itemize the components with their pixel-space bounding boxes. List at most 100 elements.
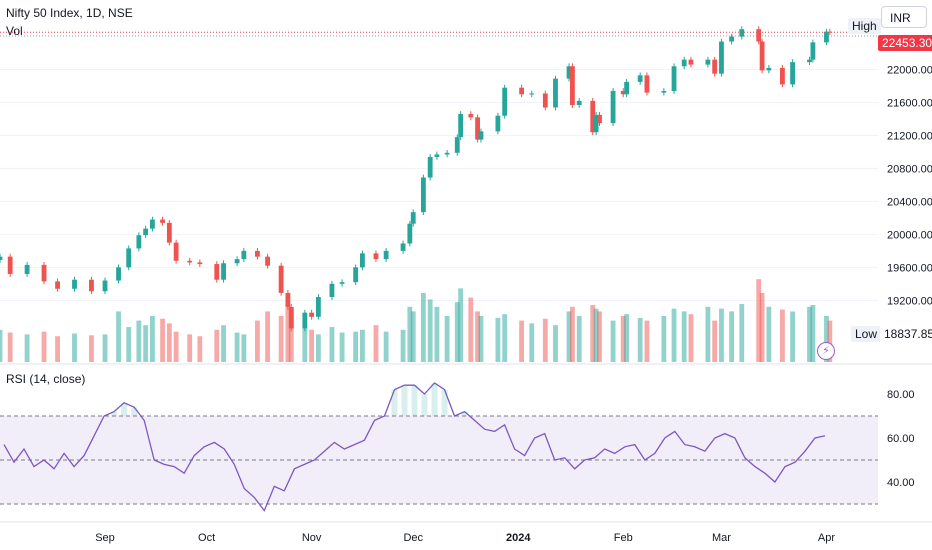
rsi-overbought-fill [401, 385, 408, 416]
candle-body [590, 100, 596, 133]
time-tick-label: Apr [818, 532, 835, 544]
volume-bar [329, 327, 335, 362]
candle-body [458, 114, 464, 138]
volume-bar [566, 311, 572, 362]
candle-body [444, 152, 450, 155]
volume-bar [383, 331, 389, 362]
candle-body [780, 67, 785, 85]
volume-bar [610, 320, 616, 362]
volume-bar [410, 311, 416, 362]
volume-bar [475, 311, 480, 362]
volume-bar [542, 318, 548, 362]
candle-body [116, 267, 121, 281]
volume-bar [373, 325, 379, 362]
volume-bar [553, 325, 558, 362]
candle-body [729, 36, 735, 42]
volume-bar [72, 333, 77, 362]
candle-body [519, 87, 525, 95]
price-tick-label: 21600.00 [887, 98, 932, 110]
volume-label[interactable]: Vol [6, 24, 23, 38]
candle-body [576, 100, 582, 105]
candle-body [454, 137, 460, 153]
candle-body [624, 81, 630, 95]
price-tick-label: 19200.00 [887, 295, 932, 307]
volume-bar [661, 316, 667, 362]
candle-body [55, 281, 60, 289]
volume-bar [241, 334, 247, 362]
rsi-overbought-fill [411, 385, 418, 416]
candle-body [197, 262, 203, 265]
volume-bar [576, 316, 582, 362]
candle-body [553, 78, 558, 108]
candle-body [759, 41, 765, 71]
symbol-title[interactable]: Nifty 50 Index, 1D, NSE [6, 6, 133, 20]
volume-bar [315, 334, 321, 362]
rsi-overbought-fill [111, 411, 118, 416]
volume-bar [339, 332, 345, 362]
low-tag: Low [851, 326, 882, 342]
volume-bar [150, 316, 155, 362]
candle-body [807, 59, 812, 63]
volume-bar [759, 293, 765, 362]
volume-bar [756, 279, 762, 362]
volume-bar [265, 311, 270, 362]
rsi-overbought-fill [441, 389, 448, 416]
volume-bar [688, 314, 694, 362]
price-tick-label: 20800.00 [887, 163, 932, 175]
candle-body [766, 67, 772, 71]
candle-body [719, 41, 724, 74]
volume-bar [102, 334, 108, 362]
candle-body [241, 250, 247, 260]
price-tick-label: 19600.00 [887, 262, 932, 274]
candle-body [827, 31, 833, 33]
time-tick-label: Nov [302, 532, 322, 544]
candle-body [810, 42, 816, 60]
volume-bar [468, 297, 474, 362]
volume-bar [126, 327, 132, 362]
price-tick-label: 21200.00 [887, 130, 932, 142]
candle-body [593, 114, 599, 133]
time-tick-label: Mar [712, 532, 731, 544]
lightning-icon[interactable]: ⚡ [817, 342, 835, 360]
candle-body [373, 253, 379, 260]
currency-selector[interactable]: INR [881, 6, 927, 28]
candle-body [126, 248, 132, 268]
volume-bar [41, 331, 47, 362]
candle-body [278, 265, 284, 293]
rsi-tick-label: 80.00 [887, 389, 915, 401]
rsi-label[interactable]: RSI (14, close) [6, 372, 86, 386]
candle-body [353, 267, 359, 283]
candle-body [400, 243, 406, 251]
volume-bar [400, 329, 406, 362]
candle-body [410, 212, 416, 224]
volume-bar [824, 316, 829, 362]
candle-body [187, 260, 193, 263]
volume-bar [729, 311, 735, 362]
candle-body [566, 66, 572, 79]
candle-body [790, 62, 795, 85]
volume-bar [255, 320, 260, 362]
volume-bar [197, 336, 203, 362]
time-tick-label: 2024 [506, 532, 531, 544]
volume-bar [766, 306, 772, 362]
volume-bar [458, 288, 464, 362]
candle-body [620, 90, 626, 95]
rsi-tick-label: 40.00 [887, 477, 915, 489]
candle-body [383, 250, 389, 260]
volume-bar [407, 306, 413, 362]
volume-bar [790, 311, 795, 362]
volume-bar [420, 293, 426, 362]
volume-bar [444, 316, 450, 362]
volume-bar [221, 325, 226, 362]
candle-body [329, 283, 335, 298]
rsi-band [0, 416, 878, 504]
price-tick-label: 20400.00 [887, 196, 932, 208]
candle-body [255, 250, 260, 257]
volume-bar [495, 317, 501, 362]
candle-body [529, 93, 535, 95]
volume-bar [590, 304, 596, 362]
candle-body [434, 154, 440, 157]
candle-body [542, 93, 548, 108]
candle-body [0, 256, 3, 260]
candle-body [41, 264, 47, 282]
